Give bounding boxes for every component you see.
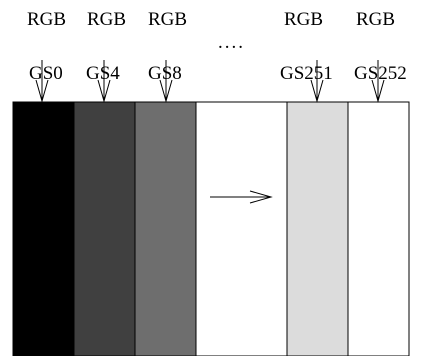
gray-column-gs252	[347, 101, 410, 356]
rgb-label-gs4: RGB	[87, 9, 126, 30]
pointer-arrow-gs8-icon	[159, 60, 173, 103]
rgb-label-gs252: RGB	[356, 9, 395, 30]
gs-label-gs8: GS8	[148, 63, 182, 84]
gray-column-gs251	[286, 101, 349, 356]
rgb-label-gs0: RGB	[27, 9, 66, 30]
gray-column-gap	[195, 101, 288, 356]
gs-label-gs251: GS251	[280, 63, 333, 84]
pointer-arrow-gs251-icon	[310, 60, 324, 103]
gray-column-gs4	[73, 101, 136, 356]
gs-label-gs252: GS252	[354, 63, 407, 84]
right-arrow-icon	[210, 190, 273, 204]
gray-column-gs0	[12, 101, 75, 356]
pointer-arrow-gs4-icon	[97, 60, 111, 103]
pointer-arrow-gs252-icon	[371, 60, 385, 103]
rgb-label-gs8: RGB	[148, 9, 187, 30]
gray-column-gs8	[134, 101, 197, 356]
rgb-label-gs251: RGB	[284, 9, 323, 30]
gs-label-gs4: GS4	[86, 63, 120, 84]
gs-label-gs0: GS0	[29, 63, 63, 84]
ellipsis-label: ....	[218, 32, 245, 53]
pointer-arrow-gs0-icon	[35, 60, 49, 103]
